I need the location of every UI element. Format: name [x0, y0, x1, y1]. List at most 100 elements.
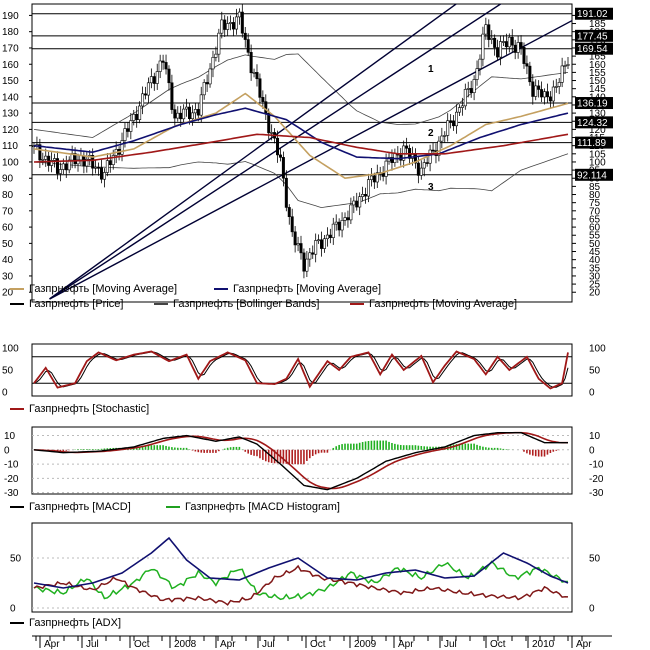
- channel-label-2: 2: [428, 128, 434, 139]
- candle-body: [152, 76, 156, 84]
- macd-left-tick: -10: [4, 460, 19, 471]
- candle-body: [199, 94, 203, 116]
- candle-body: [384, 160, 388, 177]
- candle-body: [557, 82, 561, 87]
- candle-body: [320, 239, 324, 249]
- candle-body: [311, 252, 315, 255]
- channel-label-1: 1: [428, 64, 434, 75]
- level-tag-label-0: 191.02: [577, 9, 608, 20]
- candle-body: [196, 109, 200, 116]
- legend-label: Газпрнефть [Moving Average]: [369, 298, 518, 310]
- candle-body: [337, 221, 341, 231]
- time-axis-label: Apr: [44, 639, 60, 650]
- candle-body: [276, 137, 280, 156]
- candle-body: [325, 234, 329, 240]
- candle-body: [41, 159, 45, 161]
- legend-swatch-stochastic: [10, 408, 24, 410]
- candle-body: [510, 36, 514, 46]
- time-axis-label: Oct: [134, 639, 150, 650]
- macd-histogram-bar: [353, 443, 355, 450]
- legend-item-ma-red: Газпрнефть [Moving Average]: [350, 298, 517, 310]
- macd-histogram-bar: [490, 447, 493, 450]
- right-tick-label: 50: [589, 239, 601, 250]
- macd-histogram-bar: [100, 448, 103, 450]
- right-tick-label: 75: [589, 198, 601, 209]
- macd-histogram-bar: [455, 444, 458, 450]
- right-tick-label: 85: [589, 182, 601, 193]
- macd-histogram-bar: [537, 449, 540, 457]
- channel-2: [49, 4, 502, 300]
- macd-histogram-bar: [423, 446, 426, 450]
- stochastic-signal-line: [33, 351, 569, 388]
- candle-body: [455, 111, 459, 127]
- macd-histogram-bar: [473, 443, 475, 450]
- candle-body: [190, 112, 194, 120]
- candle-body: [290, 216, 294, 233]
- level-tag-label-6: 92.114: [577, 170, 607, 181]
- macd-histogram-bar: [147, 445, 150, 450]
- candle-body: [352, 200, 356, 206]
- macd-histogram-bar: [382, 440, 384, 450]
- macd-histogram-bar: [86, 449, 88, 450]
- level-tag-label-4: 124.32: [577, 118, 608, 129]
- time-axis-label: Oct: [310, 639, 326, 650]
- candle-body: [563, 65, 567, 67]
- macd-histogram-bar: [174, 447, 176, 450]
- moving-average-red: [33, 133, 569, 163]
- moving-average-dark: [33, 107, 569, 160]
- candle-body: [217, 32, 221, 55]
- macd-histogram-bar: [555, 449, 558, 451]
- macd-histogram-bar: [402, 445, 405, 450]
- macd-histogram-bar: [182, 447, 185, 450]
- candle-body: [484, 24, 488, 35]
- macd-histogram-bar: [218, 449, 220, 452]
- candle-body: [284, 177, 288, 208]
- right-tick-label: 45: [589, 247, 601, 258]
- candle-body: [97, 167, 101, 169]
- candle-body: [135, 113, 139, 120]
- legend-item-price: Газпрнефть [Price]: [10, 298, 123, 310]
- macd-line: [33, 432, 568, 491]
- candle-body: [126, 128, 130, 132]
- macd-histogram-bar: [235, 446, 238, 450]
- macd-panel: 10 10 0 0 -10 -10 -20 -20 -30 -30: [4, 426, 604, 499]
- right-tick-label: 100: [589, 157, 606, 168]
- macd-histogram-bar: [399, 444, 402, 450]
- macd-histogram-bar: [303, 449, 305, 465]
- time-axis: Apr Jul Oct 2008 Apr Jul Oct 2009 Apr Jul Oct 2010 A…: [32, 635, 612, 650]
- candle-body: [358, 196, 362, 208]
- macd-histogram-bar: [461, 443, 464, 450]
- time-axis-label: Apr: [398, 639, 414, 650]
- left-tick-label: 20: [2, 288, 14, 299]
- candle-body: [146, 82, 150, 96]
- candle-body: [431, 149, 435, 152]
- macd-histogram-bar: [467, 443, 470, 450]
- macd-histogram-bar: [135, 447, 138, 450]
- macd-histogram-bar: [232, 446, 235, 450]
- macd-histogram-bar: [355, 443, 358, 450]
- candle-body: [314, 240, 318, 255]
- macd-histogram-bar: [317, 449, 320, 454]
- legend-swatch-ma-tan: [10, 288, 24, 290]
- candle-body: [85, 158, 89, 167]
- macd-histogram-bar: [405, 445, 408, 450]
- macd-histogram-bar: [397, 444, 399, 450]
- macd-histogram-bar: [361, 442, 364, 450]
- macd-histogram-bar: [159, 445, 161, 450]
- macd-histogram-bar: [332, 447, 335, 450]
- candle-body: [545, 91, 549, 98]
- candle-body: [234, 16, 238, 30]
- macd-right-tick: -20: [589, 474, 604, 485]
- candle-body: [463, 89, 467, 107]
- right-tick-label: 55: [589, 231, 601, 242]
- stochastic-k-line: [33, 350, 569, 390]
- candle-body: [460, 105, 464, 108]
- macd-histogram-bar: [226, 447, 229, 450]
- candle-body: [522, 47, 526, 64]
- macd-histogram-bar: [496, 447, 499, 450]
- macd-histogram-bar: [347, 443, 349, 450]
- candle-body: [299, 243, 303, 254]
- right-tick-label: 60: [589, 223, 601, 234]
- candle-body: [416, 162, 420, 176]
- legend-swatch-ma-red: [350, 303, 364, 305]
